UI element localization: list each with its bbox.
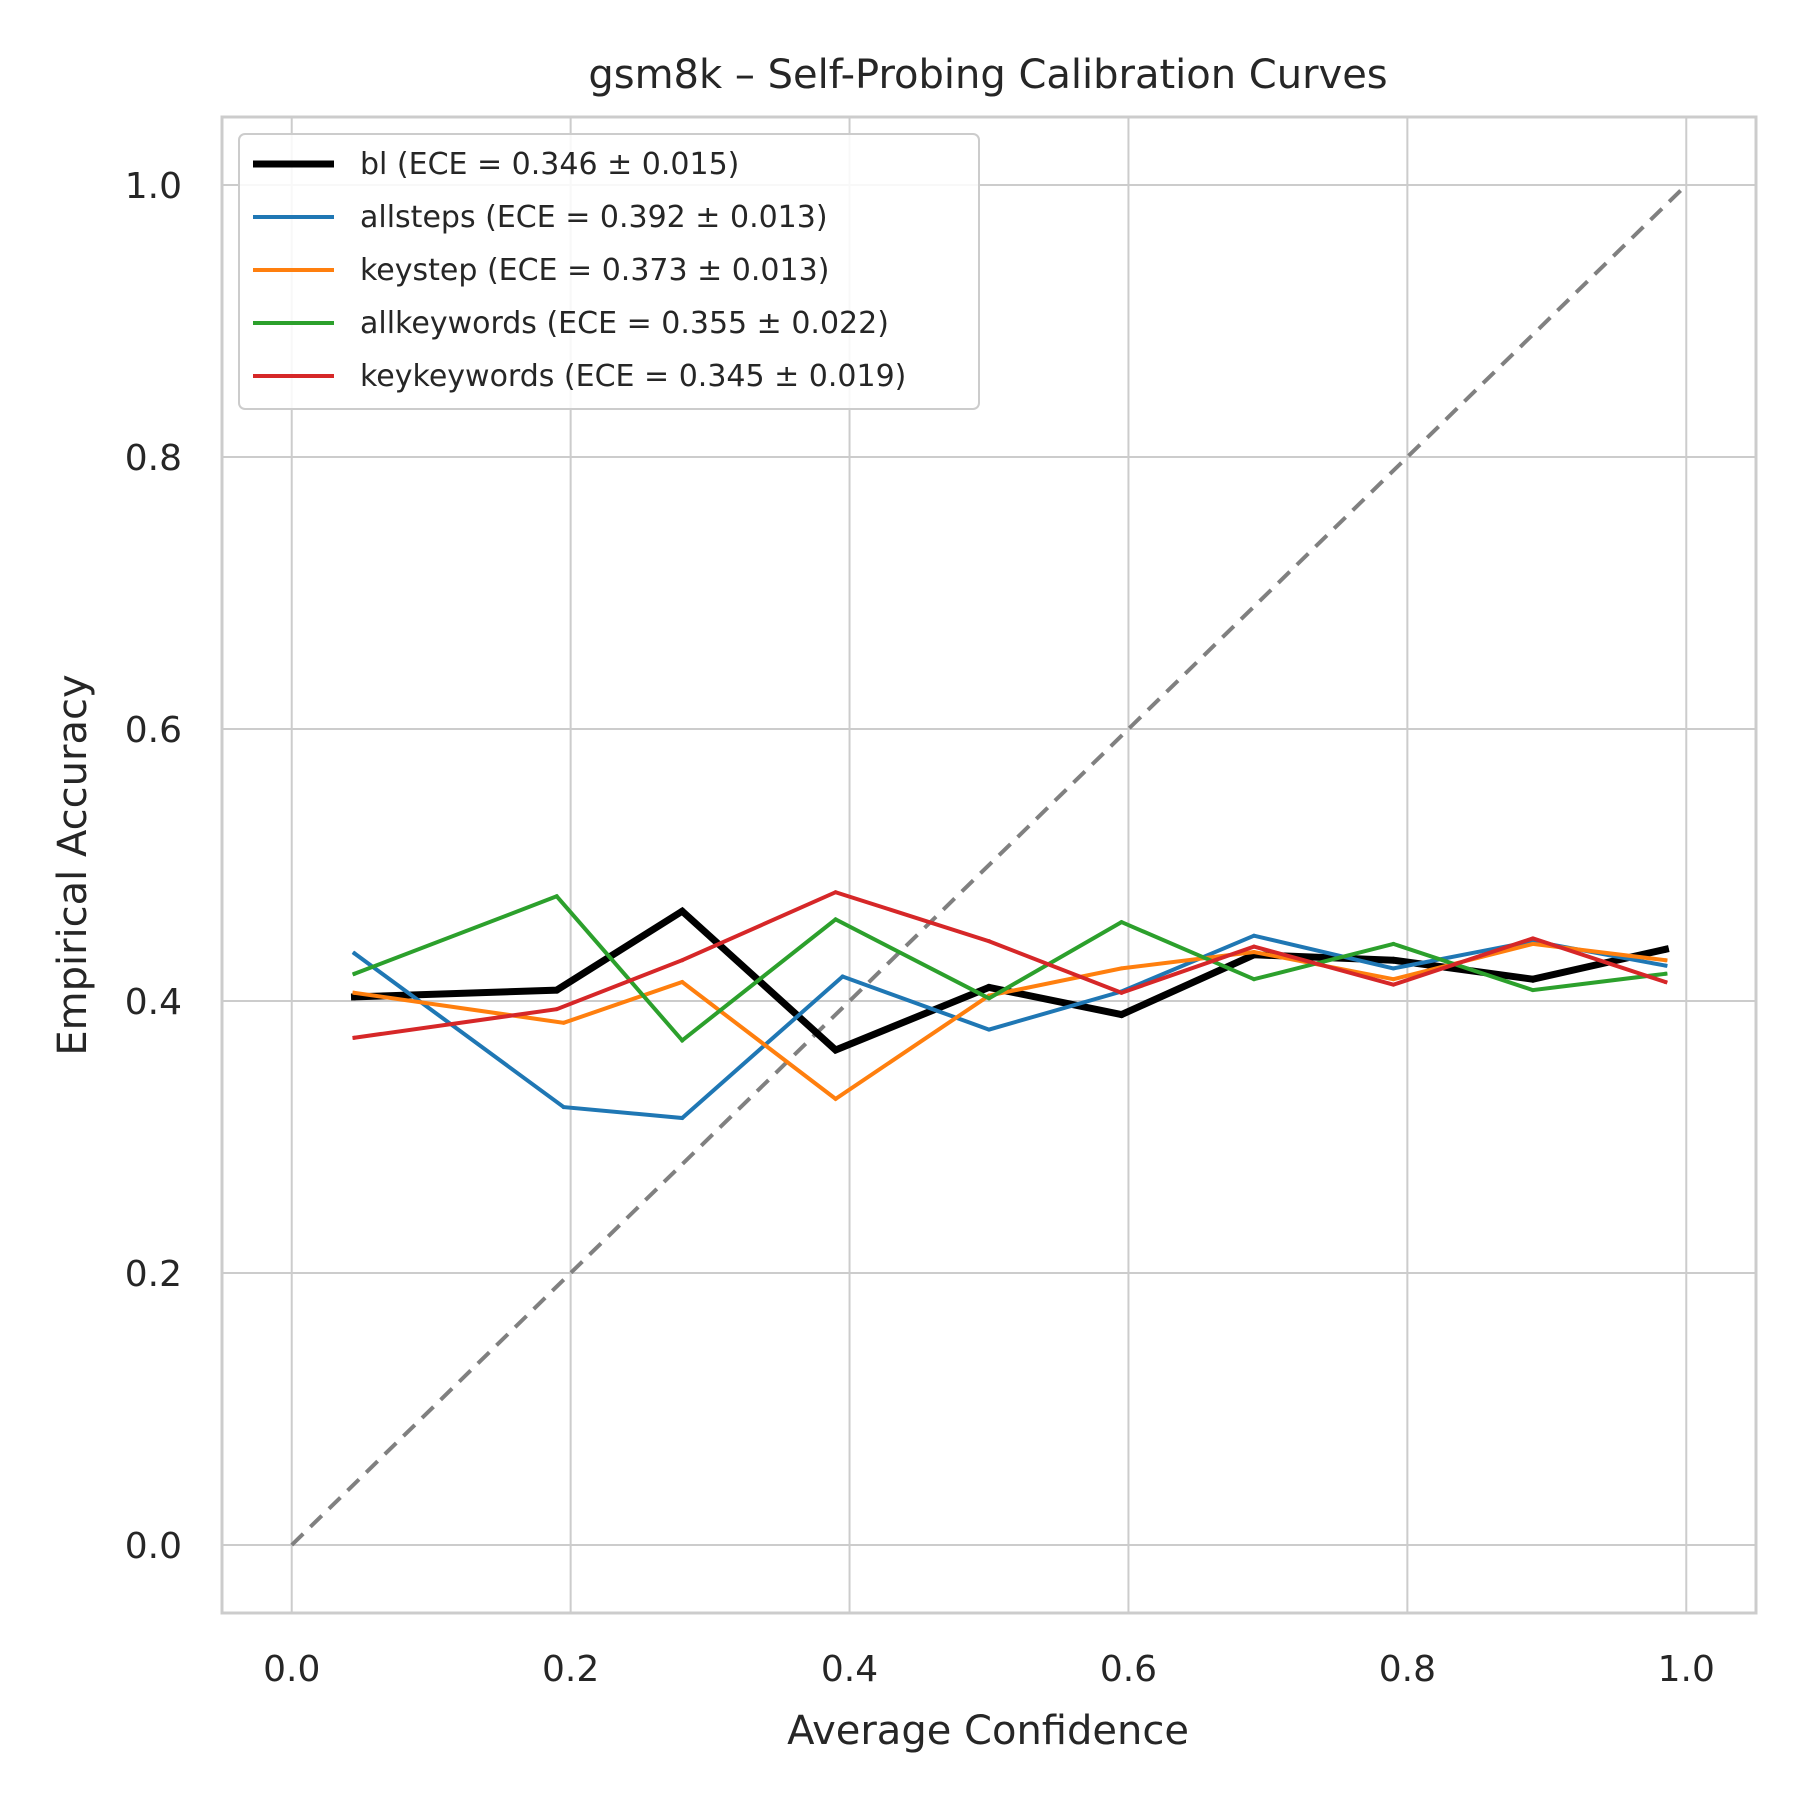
- series-line: [351, 933, 1668, 1121]
- reference-line-group: [290, 183, 1688, 1547]
- data-point: [985, 983, 993, 991]
- data-point: [1529, 975, 1537, 983]
- y-tick-labels: 0.0 0.2 0.4 0.6 0.8 1.0: [125, 166, 182, 1567]
- y-tick-label: 0.2: [125, 1254, 182, 1295]
- data-point: [1389, 956, 1397, 964]
- data-point: [1117, 1011, 1125, 1019]
- y-tick-label: 0.4: [125, 982, 182, 1023]
- data-point: [987, 1027, 991, 1032]
- data-point: [1251, 933, 1256, 938]
- data-point: [1663, 979, 1668, 984]
- x-tick-label: 0.8: [1379, 1649, 1436, 1690]
- data-point: [833, 1096, 838, 1101]
- series-line: [352, 890, 1668, 1040]
- data-point: [554, 1007, 559, 1012]
- data-point: [1119, 966, 1124, 971]
- legend: bl (ECE = 0.346 ± 0.015) allsteps (ECE = …: [238, 133, 980, 410]
- series-line: [350, 906, 1670, 1055]
- data-point: [1530, 941, 1535, 946]
- legend-entry: keystep (ECE = 0.373 ± 0.013): [360, 253, 829, 288]
- data-point: [680, 1038, 685, 1043]
- data-point: [1119, 990, 1124, 995]
- series-0: [350, 906, 1670, 1055]
- y-tick-label: 1.0: [125, 166, 182, 207]
- series-4: [352, 890, 1668, 1040]
- data-point: [1530, 988, 1535, 993]
- data-point: [1119, 920, 1124, 925]
- data-point: [840, 974, 845, 979]
- legend-entry: keykeywords (ECE = 0.345 ± 0.019): [360, 359, 906, 394]
- y-tick-label: 0.6: [125, 710, 182, 751]
- data-point: [352, 971, 357, 976]
- data-point: [833, 890, 838, 895]
- data-point: [1663, 971, 1668, 976]
- chart-title: gsm8k – Self-Probing Calibration Curves: [588, 52, 1387, 98]
- data-point: [561, 1020, 566, 1025]
- series-1: [351, 933, 1668, 1121]
- data-point: [352, 1035, 357, 1040]
- x-tick-label: 0.0: [263, 1649, 320, 1690]
- legend-box: [238, 133, 980, 410]
- data-point: [1391, 941, 1396, 946]
- x-tick-labels: 0.0 0.2 0.4 0.6 0.8 1.0: [263, 1649, 1715, 1690]
- series-line: [351, 893, 1668, 1044]
- x-tick-label: 0.6: [1100, 1649, 1157, 1690]
- data-point: [350, 993, 358, 1001]
- data-point: [987, 996, 991, 1001]
- y-tick-label: 0.8: [125, 438, 182, 479]
- data-point: [1661, 945, 1669, 953]
- data-point: [554, 894, 559, 899]
- data-point: [987, 939, 991, 944]
- legend-entry: allsteps (ECE = 0.392 ± 0.013): [360, 200, 828, 235]
- data-point: [553, 986, 561, 994]
- x-tick-label: 0.4: [821, 1649, 878, 1690]
- data-point: [678, 907, 686, 915]
- data-point: [832, 1046, 840, 1054]
- data-point: [1251, 950, 1256, 955]
- series-3: [351, 893, 1668, 1044]
- data-point: [680, 1115, 685, 1120]
- plot-frame: [220, 115, 1758, 1615]
- data-point: [1391, 966, 1396, 971]
- series-lines: [350, 890, 1670, 1121]
- data-point: [352, 951, 357, 956]
- data-point: [561, 1105, 566, 1110]
- data-point: [1251, 944, 1256, 949]
- x-tick-label: 1.0: [1658, 1649, 1715, 1690]
- legend-entry: allkeywords (ECE = 0.355 ± 0.022): [360, 306, 889, 341]
- series-2: [352, 941, 1668, 1102]
- y-axis-label: Empirical Accuracy: [50, 674, 96, 1055]
- x-axis-label: Average Confidence: [787, 1708, 1189, 1754]
- data-point: [1391, 977, 1396, 982]
- data-point: [1530, 936, 1535, 941]
- data-point: [1663, 963, 1668, 968]
- y-tick-label: 0.0: [125, 1526, 182, 1567]
- data-point: [1391, 982, 1396, 987]
- perfect-calibration-line: [290, 183, 1688, 1547]
- data-point: [352, 990, 357, 995]
- legend-entry: bl (ECE = 0.346 ± 0.015): [360, 147, 739, 182]
- data-point: [1663, 958, 1668, 963]
- data-point: [680, 958, 685, 963]
- data-point: [833, 917, 838, 922]
- data-point: [680, 979, 685, 984]
- data-point: [1251, 977, 1256, 982]
- x-tick-label: 0.2: [542, 1649, 599, 1690]
